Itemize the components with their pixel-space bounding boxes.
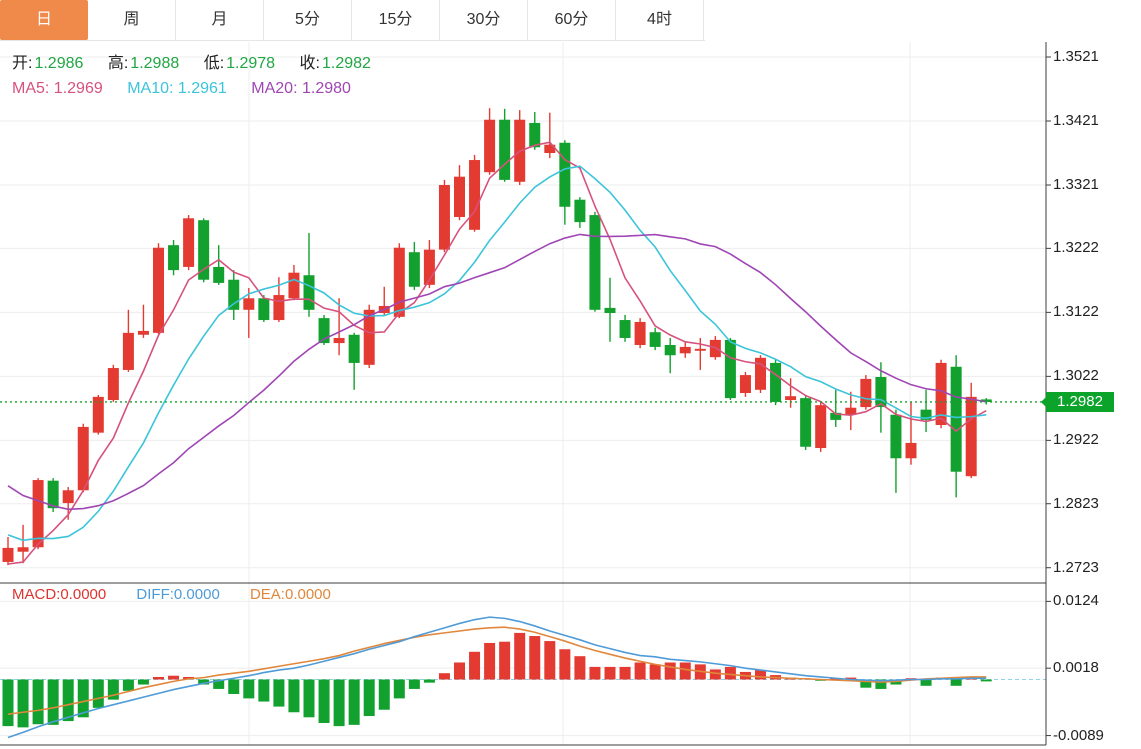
- low-label: 低:: [203, 55, 225, 72]
- ma10-value: 1.2961: [177, 80, 227, 97]
- price-tick-label: 1.3321: [1053, 176, 1099, 193]
- diff-value: 0.0000: [173, 586, 220, 603]
- ohlc-legend: 开: 1.2986 高: 1.2988 低: 1.2978 收: 1.2982: [12, 49, 391, 73]
- ma10-item: MA10: 1.2961: [127, 80, 227, 97]
- price-tick-label: 1.3421: [1053, 112, 1099, 129]
- tab-日[interactable]: 日: [0, 0, 88, 40]
- tab-4时[interactable]: 4时: [616, 0, 704, 40]
- price-tag-notch: [1041, 396, 1046, 407]
- ma20-value: 1.2980: [301, 80, 351, 97]
- ma20-item: MA20: 1.2980: [251, 80, 351, 97]
- tab-5分[interactable]: 5分: [264, 0, 352, 40]
- ma5-value: 1.2969: [53, 80, 103, 97]
- low-value: 1.2978: [226, 55, 276, 72]
- tab-15分[interactable]: 15分: [352, 0, 440, 40]
- price-tick-label: 1.3022: [1053, 367, 1099, 385]
- price-tick-label: 1.3222: [1053, 239, 1099, 257]
- macd-tick-label: 0.0018: [1053, 659, 1099, 677]
- high-item: 高: 1.2988: [108, 55, 179, 72]
- close-label: 收:: [299, 55, 320, 72]
- price-tick-label: 1.2723: [1053, 558, 1099, 576]
- macd-tick-label: 0.0124: [1053, 592, 1099, 610]
- price-tick-label: 1.2823: [1053, 494, 1099, 512]
- price-tick-label: 1.3521: [1053, 48, 1099, 65]
- current-price-value: 1.2982: [1057, 392, 1103, 410]
- ma-legend: MA5: 1.2969 MA10: 1.2961 MA20: 1.2980: [12, 80, 371, 98]
- macd-label: MACD:: [12, 586, 61, 603]
- diff-label: DIFF:: [136, 586, 174, 603]
- tab-周[interactable]: 周: [88, 0, 176, 40]
- ma10-label: MA10:: [127, 80, 174, 97]
- ma5-item: MA5: 1.2969: [12, 80, 103, 97]
- high-label: 高:: [107, 55, 129, 72]
- macd-value: 0.0000: [60, 586, 107, 603]
- high-value: 1.2988: [130, 55, 180, 72]
- diff-item: DIFF:0.0000: [136, 586, 219, 603]
- current-price-tag: 1.2982: [1041, 391, 1114, 412]
- tab-月[interactable]: 月: [176, 0, 264, 40]
- low-item: 低: 1.2978: [204, 55, 275, 72]
- price-tick-label: 1.2922: [1053, 431, 1099, 449]
- open-value: 1.2986: [34, 55, 84, 72]
- price-tick-label: 1.3122: [1053, 303, 1099, 321]
- ma20-label: MA20:: [251, 80, 298, 97]
- open-label: 开:: [12, 55, 33, 72]
- macd-tick-label: -0.0089: [1053, 726, 1104, 744]
- open-item: 开: 1.2986: [12, 55, 83, 72]
- dea-label: DEA:: [249, 586, 285, 603]
- tab-60分[interactable]: 60分: [528, 0, 616, 40]
- tab-30分[interactable]: 30分: [440, 0, 528, 40]
- ma5-label: MA5:: [12, 80, 50, 97]
- macd-item: MACD:0.0000: [12, 586, 106, 603]
- close-item: 收: 1.2982: [300, 55, 371, 72]
- close-value: 1.2982: [321, 55, 371, 72]
- dea-value: 0.0000: [284, 586, 331, 603]
- macd-legend: MACD:0.0000 DIFF:0.0000 DEA:0.0000: [12, 586, 357, 603]
- timeframe-tab-bar: 日周月 5分 15分 30分 60分 4时: [0, 0, 705, 41]
- dea-item: DEA:0.0000: [250, 586, 331, 603]
